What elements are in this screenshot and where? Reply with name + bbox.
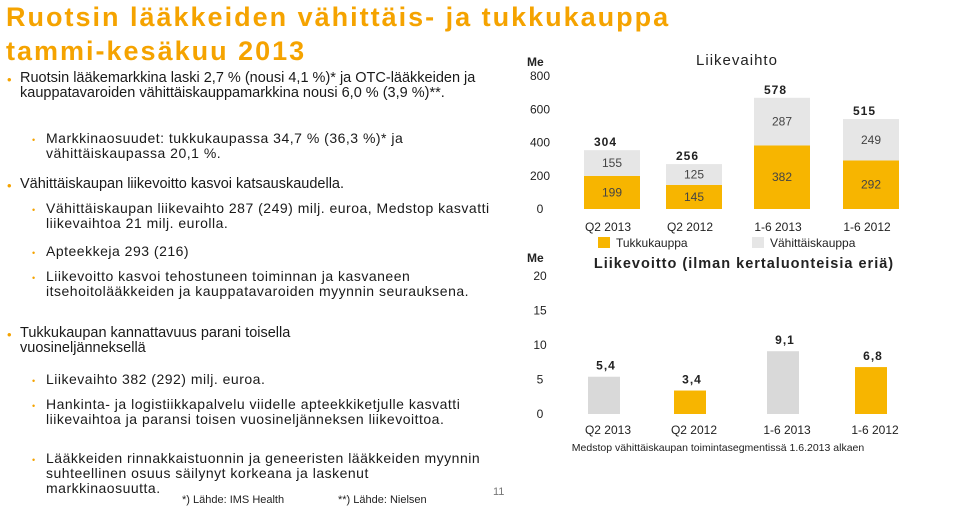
chart2-value-label: 5,4 xyxy=(596,359,616,373)
chart1-total-label: 515 xyxy=(853,104,876,118)
bullet-retail-revenue: • Vähittäiskaupan liikevaihto 287 (249) … xyxy=(32,200,506,231)
bullet-text: Ruotsin lääkemarkkina laski 2,7 % (nousi… xyxy=(20,70,476,101)
chart1-bar-vahittaiskauppa xyxy=(584,150,640,176)
chart1-bar-tukkukauppa xyxy=(666,184,722,209)
chart1-bar-vahittaiskauppa xyxy=(666,164,722,185)
chart1-value-label-vahittaiskauppa: 249 xyxy=(861,133,881,147)
chart2-category-label: Q2 2012 xyxy=(671,423,717,437)
chart1-total-label: 578 xyxy=(764,83,787,97)
chart2-note: Medstop vähittäiskaupan toimintasegmenti… xyxy=(572,442,865,454)
chart1-value-label-tukkukauppa: 292 xyxy=(861,178,881,192)
chart2-y-tick: 5 xyxy=(537,373,544,387)
bullet-market-change: • Ruotsin lääkemarkkina laski 2,7 % (nou… xyxy=(7,70,510,101)
chart2-bar xyxy=(855,367,887,414)
chart2-category-label: Q2 2013 xyxy=(585,423,631,437)
chart1-bar-vahittaiskauppa xyxy=(843,119,899,161)
chart2-y-tick: 0 xyxy=(537,407,544,421)
chart1-y-tick: 600 xyxy=(530,102,550,116)
chart1-y-tick: 0 xyxy=(537,202,544,216)
bullet-parallel-import: • Lääkkeiden rinnakkaistuonnin ja geneer… xyxy=(32,450,486,496)
chart2-y-tick: 10 xyxy=(533,338,547,352)
bullet-profit-growth: • Liikevoitto kasvoi tehostuneen toiminn… xyxy=(32,268,501,299)
footnote-nielsen: **) Lähde: Nielsen xyxy=(338,494,427,506)
bullet-icon: • xyxy=(32,401,36,411)
bullet-logistics: • Hankinta- ja logistiikkapalvelu viidel… xyxy=(32,396,491,427)
bullet-icon: • xyxy=(32,248,36,258)
bullet-wholesale-profitability: • Tukkukaupan kannattavuus parani toisel… xyxy=(7,325,400,356)
chart1-bar-vahittaiskauppa xyxy=(754,97,810,146)
bullet-text: Hankinta- ja logistiikkapalvelu viidelle… xyxy=(46,396,461,427)
bullet-icon: • xyxy=(7,72,12,87)
chart2-value-label: 9,1 xyxy=(775,333,795,347)
page-subtitle: tammi-kesäkuu 2013 xyxy=(6,36,307,66)
chart1-y-tick: 400 xyxy=(530,136,550,150)
bullet-retail-profit: • Vähittäiskaupan liikevoitto kasvoi kat… xyxy=(7,176,500,194)
chart2-category-label: 1-6 2012 xyxy=(851,423,899,437)
chart1-bar-tukkukauppa xyxy=(843,160,899,209)
chart2-bar xyxy=(588,376,620,414)
bullet-pharmacies: • Apteekkeja 293 (216) xyxy=(32,243,506,259)
page-title: Ruotsin lääkkeiden vähittäis- ja tukkuka… xyxy=(6,2,671,32)
chart1-value-label-tukkukauppa: 145 xyxy=(684,190,704,204)
bullet-text: Liikevaihto 382 (292) milj. euroa. xyxy=(46,371,266,387)
chart2-value-label: 3,4 xyxy=(682,373,702,387)
chart1-bar-tukkukauppa xyxy=(754,145,810,209)
bullet-icon: • xyxy=(32,376,36,386)
chart1-unit-label: Me xyxy=(527,55,544,69)
legend-label-vahittaiskauppa: Vähittäiskauppa xyxy=(770,236,856,250)
bullet-market-share: • Markkinaosuudet: tukkukaupassa 34,7 % … xyxy=(32,130,496,161)
chart1-category-label: Q2 2012 xyxy=(667,220,713,234)
chart1-total-label: 256 xyxy=(676,149,699,163)
bullet-icon: • xyxy=(32,135,36,145)
bullet-icon: • xyxy=(7,327,12,342)
chart1-y-tick: 800 xyxy=(530,69,550,83)
chart1-value-label-vahittaiskauppa: 155 xyxy=(602,156,622,170)
chart1-value-label-tukkukauppa: 382 xyxy=(772,170,792,184)
chart2-bar xyxy=(767,351,799,414)
bullet-text: Apteekkeja 293 (216) xyxy=(46,243,190,259)
chart1-value-label-vahittaiskauppa: 287 xyxy=(772,115,792,129)
bullet-text: Liikevoitto kasvoi tehostuneen toiminnan… xyxy=(46,268,470,299)
chart2-y-tick: 15 xyxy=(533,304,547,318)
bullet-text: Lääkkeiden rinnakkaistuonnin ja geneeris… xyxy=(46,450,481,496)
chart2-unit-label: Me xyxy=(527,251,544,265)
chart2-bar xyxy=(674,390,706,414)
bullet-text: Vähittäiskaupan liikevoitto kasvoi katsa… xyxy=(20,176,345,192)
bullet-text: Vähittäiskaupan liikevaihto 287 (249) mi… xyxy=(46,200,490,231)
chart2-title: Liikevoitto (ilman kertaluonteisia eriä) xyxy=(594,256,894,272)
bullet-icon: • xyxy=(32,273,36,283)
page-number: 11 xyxy=(493,486,505,498)
chart1-category-label: Q2 2013 xyxy=(585,220,631,234)
chart2-category-label: 1-6 2013 xyxy=(763,423,811,437)
chart1-y-tick: 200 xyxy=(530,169,550,183)
legend-swatch-tukkukauppa xyxy=(598,237,610,248)
chart1-category-label: 1-6 2012 xyxy=(843,220,891,234)
bullet-icon: • xyxy=(32,205,36,215)
chart1-value-label-tukkukauppa: 199 xyxy=(602,185,622,199)
chart1-bar-tukkukauppa xyxy=(584,175,640,209)
legend-label-tukkukauppa: Tukkukauppa xyxy=(616,236,688,250)
footnote-ims: *) Lähde: IMS Health xyxy=(182,494,285,506)
legend-swatch-vahittaiskauppa xyxy=(752,237,764,248)
chart1-value-label-vahittaiskauppa: 125 xyxy=(684,168,704,182)
chart2-value-label: 6,8 xyxy=(863,349,883,363)
chart2-y-tick: 20 xyxy=(533,269,547,283)
chart1-total-label: 304 xyxy=(594,135,617,149)
bullet-icon: • xyxy=(32,455,36,465)
chart1-title: Liikevaihto xyxy=(696,52,778,69)
bullet-text: Tukkukaupan kannattavuus parani toisella… xyxy=(20,325,291,356)
bullet-icon: • xyxy=(7,178,12,193)
chart1-category-label: 1-6 2013 xyxy=(754,220,802,234)
bullet-wholesale-revenue: • Liikevaihto 382 (292) milj. euroa. xyxy=(32,371,496,387)
bullet-text: Markkinaosuudet: tukkukaupassa 34,7 % (3… xyxy=(46,130,404,161)
